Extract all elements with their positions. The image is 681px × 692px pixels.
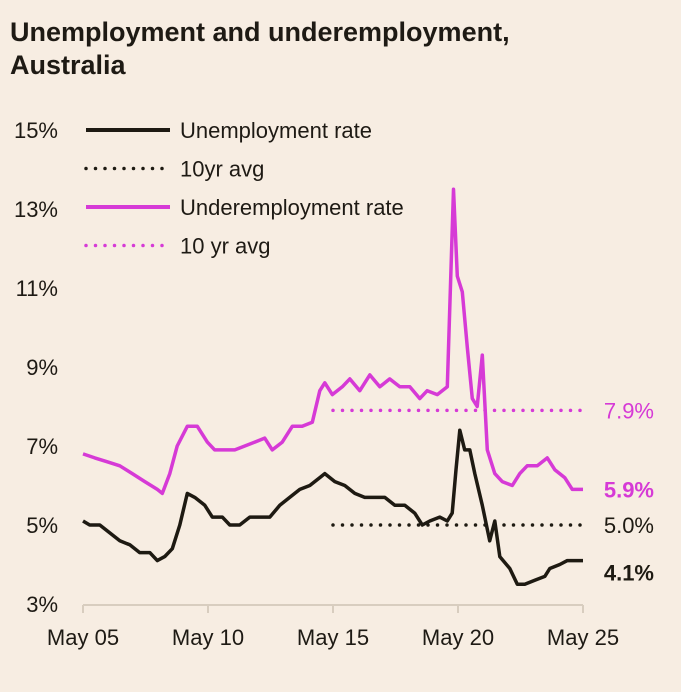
end-value-label: 7.9% bbox=[604, 398, 654, 423]
chart-title: Unemployment and underemployment, Austra… bbox=[10, 17, 510, 80]
y-tick-label: 5% bbox=[26, 513, 58, 538]
y-tick-label: 13% bbox=[14, 197, 58, 222]
unemployment-rate-line bbox=[82, 428, 583, 587]
legend-label: Unemployment rate bbox=[180, 118, 372, 143]
legend-label: 10 yr avg bbox=[180, 234, 271, 259]
x-tick-label: May 10 bbox=[172, 625, 244, 650]
x-tick-label: May 05 bbox=[47, 625, 119, 650]
legend-label: Underemployment rate bbox=[180, 195, 404, 220]
x-tick-label: May 15 bbox=[297, 625, 369, 650]
x-tick-label: May 20 bbox=[422, 625, 494, 650]
y-tick-label: 9% bbox=[26, 355, 58, 380]
y-tick-label: 7% bbox=[26, 434, 58, 459]
y-tick-label: 11% bbox=[16, 276, 58, 301]
y-tick-label: 3% bbox=[26, 592, 58, 617]
underemployment-rate-line bbox=[82, 187, 583, 496]
x-tick-label: May 25 bbox=[547, 625, 619, 650]
end-value-label: 5.9% bbox=[604, 477, 654, 502]
y-tick-label: 15% bbox=[14, 118, 58, 143]
end-value-label: 4.1% bbox=[604, 561, 654, 586]
end-value-label: 5.0% bbox=[604, 513, 654, 538]
legend-label: 10yr avg bbox=[180, 157, 264, 182]
